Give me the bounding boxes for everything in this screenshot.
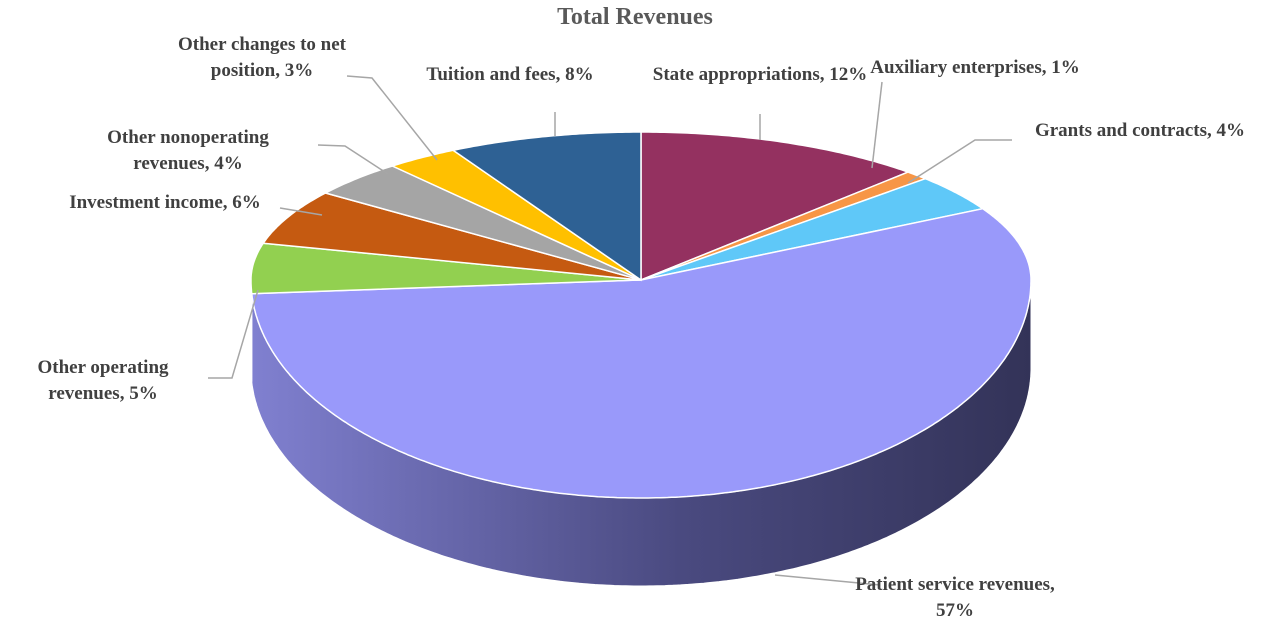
data-label: Patient service revenues, 57% bbox=[855, 574, 1055, 621]
data-label: State appropriations, 12% bbox=[652, 64, 868, 85]
chart-title: Total Revenues bbox=[557, 4, 713, 30]
data-label: Auxiliary enterprises, 1% bbox=[870, 57, 1080, 78]
data-label: Grants and contracts, 4% bbox=[1034, 120, 1246, 141]
slice bbox=[640, 171, 928, 281]
slice bbox=[250, 242, 642, 295]
slice bbox=[640, 177, 985, 281]
leader-line bbox=[208, 289, 259, 379]
leader-line bbox=[774, 574, 881, 586]
leader-line bbox=[346, 75, 438, 161]
slice bbox=[451, 131, 642, 282]
leader-line bbox=[317, 144, 389, 175]
leader-line bbox=[907, 139, 1012, 184]
data-label: Other changes to net position, 3% bbox=[178, 34, 346, 81]
leader-line bbox=[279, 207, 323, 216]
data-label: Other nonoperating revenues, 4% bbox=[107, 127, 269, 174]
slice bbox=[250, 207, 1032, 499]
leader-line bbox=[871, 81, 883, 169]
data-label: Tuition and fees, 8% bbox=[426, 64, 594, 85]
slice bbox=[262, 192, 642, 281]
data-label: Investment income, 6% bbox=[69, 192, 261, 213]
slice bbox=[390, 149, 642, 281]
data-label: Other operating revenues, 5% bbox=[37, 357, 169, 404]
